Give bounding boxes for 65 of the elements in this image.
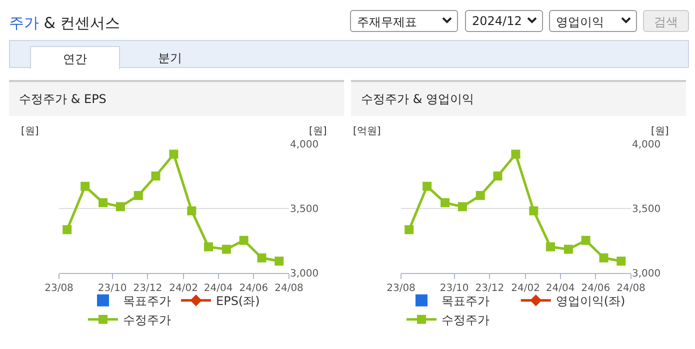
point [458, 202, 467, 212]
point [187, 206, 196, 216]
point [257, 253, 266, 262]
point [599, 253, 608, 262]
text: 주가 & 컨센서스 [9, 14, 120, 33]
point [116, 202, 125, 212]
point [422, 182, 432, 191]
text: 3,500 [290, 204, 319, 215]
text: 분기 [157, 50, 183, 67]
legend-label: 수정주가 [123, 313, 171, 328]
point [581, 236, 590, 245]
point [564, 244, 573, 254]
point [239, 236, 248, 245]
x-tick-label: 24/08 [274, 283, 304, 294]
legend-label: 영업이익(좌) [556, 294, 626, 308]
legend-label: 목표주가 [123, 294, 171, 308]
point [546, 242, 555, 252]
y2-axis-title: [원] [651, 126, 669, 137]
x-tick-label: 24/02 [169, 283, 198, 294]
dropdown: 주재무제표 [350, 10, 458, 32]
point [222, 244, 231, 254]
chart-title: 수정주가 & EPS [9, 82, 344, 116]
legend-label: EPS(좌) [216, 294, 260, 308]
legend-label: 수정주가 [442, 313, 490, 328]
point [134, 190, 143, 200]
text: 연간 [30, 46, 120, 69]
x-tick-label: 24/04 [204, 283, 233, 294]
point [204, 242, 213, 252]
x-tick-label: 23/10 [98, 283, 127, 294]
point [616, 256, 626, 266]
text: 3,500 [632, 204, 661, 215]
point [169, 150, 178, 159]
point [476, 190, 485, 200]
point [404, 225, 414, 234]
point [440, 198, 450, 208]
button: 검색 [643, 10, 689, 32]
point [529, 206, 538, 216]
legend-label: 목표주가 [442, 294, 490, 308]
point [151, 171, 160, 180]
chart-title: 수정주가 & 영업이익 [351, 82, 686, 116]
text: 3,000 [290, 268, 319, 280]
x-tick-label: 24/06 [581, 283, 610, 294]
x-tick-label: 23/12 [475, 283, 504, 294]
point [274, 256, 284, 266]
x-tick-label: 23/12 [133, 283, 162, 294]
y-axis-title: [원] [21, 126, 39, 137]
text: 4,000 [290, 140, 319, 150]
x-tick-label: 23/08 [44, 283, 74, 294]
point [493, 171, 502, 180]
x-tick-label: 24/02 [511, 283, 540, 294]
text: 4,000 [632, 140, 661, 150]
x-tick-label: 23/10 [440, 283, 469, 294]
point [98, 198, 108, 208]
x-tick-label: 23/08 [386, 283, 416, 294]
point [80, 182, 90, 191]
point [62, 225, 72, 234]
x-tick-label: 24/08 [616, 283, 646, 294]
point [511, 150, 520, 159]
x-tick-label: 24/04 [546, 283, 575, 294]
y2-axis-title: [원] [309, 126, 327, 137]
dropdown: 2024/12 [465, 10, 543, 32]
y-axis-title: [억원] [353, 126, 381, 137]
text: 3,000 [632, 268, 661, 280]
dropdown: 영업이익 [549, 10, 637, 32]
x-tick-label: 24/06 [239, 283, 268, 294]
